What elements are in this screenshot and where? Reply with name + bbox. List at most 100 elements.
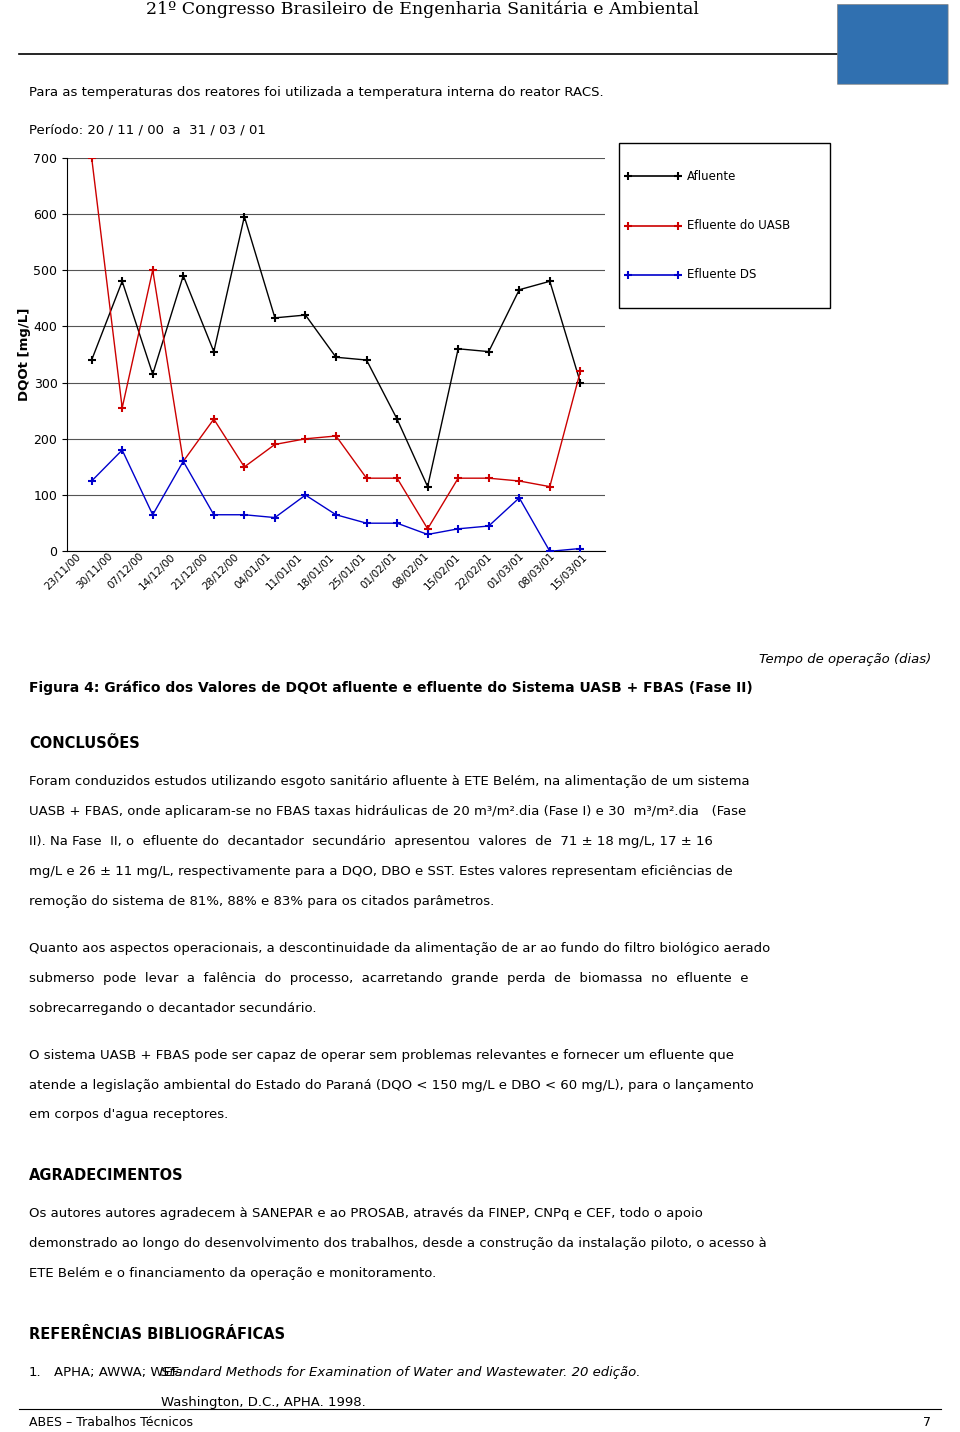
- Text: submerso  pode  levar  a  falência  do  processo,  acarretando  grande  perda  d: submerso pode levar a falência do proces…: [29, 972, 748, 985]
- Efluente do UASB: [208, 411, 220, 428]
- Text: 21º Congresso Brasileiro de Engenharia Sanitária e Ambiental: 21º Congresso Brasileiro de Engenharia S…: [146, 0, 699, 17]
- Afluente: [452, 341, 464, 358]
- Efluente DS: [239, 505, 251, 523]
- Efluente DS: [361, 514, 372, 531]
- Efluente DS: [300, 487, 311, 504]
- Efluente DS: [85, 473, 97, 490]
- Line: Efluente do UASB: Efluente do UASB: [87, 153, 585, 533]
- Efluente DS: [269, 508, 280, 526]
- Text: ETE Belém e o financiamento da operação e monitoramento.: ETE Belém e o financiamento da operação …: [29, 1267, 436, 1280]
- Text: demonstrado ao longo do desenvolvimento dos trabalhos, desde a construção da ins: demonstrado ao longo do desenvolvimento …: [29, 1237, 766, 1250]
- Afluente: [239, 208, 251, 225]
- Efluente DS: [483, 517, 494, 534]
- Text: remoção do sistema de 81%, 88% e 83% para os citados parâmetros.: remoção do sistema de 81%, 88% e 83% par…: [29, 895, 494, 908]
- Text: Tempo de operação (dias): Tempo de operação (dias): [759, 653, 931, 666]
- Efluente do UASB: [239, 458, 251, 475]
- Efluente do UASB: [116, 400, 128, 417]
- Text: 08/03/01: 08/03/01: [517, 551, 558, 591]
- Text: Os autores autores agradecem à SANEPAR e ao PROSAB, através da FINEP, CNPq e CEF: Os autores autores agradecem à SANEPAR e…: [29, 1207, 703, 1220]
- Afluente: [544, 272, 556, 289]
- Text: Washington, D.C., APHA. 1998.: Washington, D.C., APHA. 1998.: [160, 1396, 366, 1409]
- FancyBboxPatch shape: [837, 4, 948, 84]
- Afluente: [147, 365, 158, 382]
- Text: sobrecarregando o decantador secundário.: sobrecarregando o decantador secundário.: [29, 1001, 316, 1015]
- Afluente: [361, 351, 372, 368]
- Efluente DS: [575, 540, 587, 557]
- Text: Período: 20 / 11 / 00  a  31 / 03 / 01: Período: 20 / 11 / 00 a 31 / 03 / 01: [29, 123, 266, 136]
- Text: 01/03/01: 01/03/01: [486, 551, 526, 591]
- Text: UASB + FBAS, onde aplicaram-se no FBAS taxas hidráulicas de 20 m³/m².dia (Fase I: UASB + FBAS, onde aplicaram-se no FBAS t…: [29, 805, 746, 818]
- Text: AGRADECIMENTOS: AGRADECIMENTOS: [29, 1169, 183, 1183]
- Afluente: [330, 348, 342, 365]
- Text: 14/12/00: 14/12/00: [138, 551, 178, 591]
- Efluente DS: [116, 441, 128, 458]
- Efluente DS: [421, 526, 433, 543]
- Efluente DS: [330, 505, 342, 523]
- Text: em corpos d'agua receptores.: em corpos d'agua receptores.: [29, 1108, 228, 1121]
- Afluente: [116, 272, 128, 289]
- Efluente do UASB: [269, 435, 280, 453]
- Afluente: [85, 351, 97, 368]
- Efluente do UASB: [85, 149, 97, 166]
- Efluente do UASB: [392, 470, 403, 487]
- Text: mg/L e 26 ± 11 mg/L, respectivamente para a DQO, DBO e SST. Estes valores repres: mg/L e 26 ± 11 mg/L, respectivamente par…: [29, 865, 732, 878]
- Text: 07/12/00: 07/12/00: [107, 551, 146, 591]
- Text: 1.: 1.: [29, 1366, 41, 1379]
- Text: O sistema UASB + FBAS pode ser capaz de operar sem problemas relevantes e fornec: O sistema UASB + FBAS pode ser capaz de …: [29, 1048, 733, 1061]
- Efluente DS: [147, 505, 158, 523]
- Text: 15/03/01: 15/03/01: [549, 551, 589, 591]
- Text: 25/01/01: 25/01/01: [327, 551, 368, 591]
- Efluente do UASB: [452, 470, 464, 487]
- Efluente DS: [544, 543, 556, 560]
- Text: 22/02/01: 22/02/01: [454, 551, 494, 591]
- Text: Quanto aos aspectos operacionais, a descontinuidade da alimentação de ar ao fund: Quanto aos aspectos operacionais, a desc…: [29, 942, 770, 955]
- Efluente DS: [208, 505, 220, 523]
- Text: 23/11/00: 23/11/00: [43, 551, 83, 591]
- Text: 08/02/01: 08/02/01: [391, 551, 431, 591]
- Text: Para as temperaturas dos reatores foi utilizada a temperatura interna do reator : Para as temperaturas dos reatores foi ut…: [29, 86, 604, 99]
- Text: REFERÊNCIAS BIBLIOGRÁFICAS: REFERÊNCIAS BIBLIOGRÁFICAS: [29, 1327, 285, 1342]
- Text: II). Na Fase  II, o  efluente do  decantador  secundário  apresentou  valores  d: II). Na Fase II, o efluente do decantado…: [29, 835, 712, 848]
- Efluente do UASB: [514, 473, 525, 490]
- Text: Figura 4: Gráfico dos Valores de DQOt afluente e efluente do Sistema UASB + FBAS: Figura 4: Gráfico dos Valores de DQOt af…: [29, 680, 753, 695]
- Efluente do UASB: [300, 430, 311, 447]
- Text: 18/01/01: 18/01/01: [296, 551, 336, 591]
- Text: Efluente DS: Efluente DS: [686, 268, 756, 282]
- Text: 28/12/00: 28/12/00: [202, 551, 241, 591]
- Text: Foram conduzidos estudos utilizando esgoto sanitário afluente à ETE Belém, na al: Foram conduzidos estudos utilizando esgo…: [29, 775, 750, 788]
- Efluente do UASB: [178, 453, 189, 470]
- Text: Afluente: Afluente: [686, 169, 736, 183]
- Efluente DS: [452, 520, 464, 537]
- Efluente do UASB: [361, 470, 372, 487]
- Text: Standard Methods for Examination of Water and Wastewater. 20 edição.: Standard Methods for Examination of Wate…: [160, 1366, 640, 1379]
- Afluente: [483, 344, 494, 361]
- Afluente: [269, 309, 280, 326]
- Text: 01/02/01: 01/02/01: [359, 551, 399, 591]
- Efluente do UASB: [544, 478, 556, 495]
- Afluente: [178, 266, 189, 284]
- Text: APHA; AWWA; WEF.: APHA; AWWA; WEF.: [54, 1366, 185, 1379]
- Line: Afluente: Afluente: [87, 212, 585, 491]
- Text: 15/02/01: 15/02/01: [422, 551, 463, 591]
- Efluente do UASB: [147, 262, 158, 279]
- Line: Efluente DS: Efluente DS: [87, 445, 585, 556]
- Text: atende a legislação ambiental do Estado do Paraná (DQO < 150 mg/L e DBO < 60 mg/: atende a legislação ambiental do Estado …: [29, 1078, 754, 1091]
- Efluente do UASB: [421, 520, 433, 537]
- Efluente do UASB: [575, 362, 587, 379]
- Afluente: [392, 411, 403, 428]
- Text: Efluente do UASB: Efluente do UASB: [686, 219, 790, 232]
- Efluente do UASB: [330, 427, 342, 444]
- Afluente: [300, 306, 311, 324]
- Text: CONCLUSÕES: CONCLUSÕES: [29, 736, 139, 752]
- Y-axis label: DQOt [mg/L]: DQOt [mg/L]: [17, 308, 31, 401]
- Efluente do UASB: [483, 470, 494, 487]
- Text: ABES – Trabalhos Técnicos: ABES – Trabalhos Técnicos: [29, 1416, 193, 1429]
- Afluente: [421, 478, 433, 495]
- Text: 30/11/00: 30/11/00: [75, 551, 114, 591]
- Efluente DS: [392, 514, 403, 531]
- Efluente DS: [514, 490, 525, 507]
- Afluente: [514, 281, 525, 298]
- Text: 11/01/01: 11/01/01: [264, 551, 304, 591]
- Text: 7: 7: [924, 1416, 931, 1429]
- Afluente: [575, 374, 587, 391]
